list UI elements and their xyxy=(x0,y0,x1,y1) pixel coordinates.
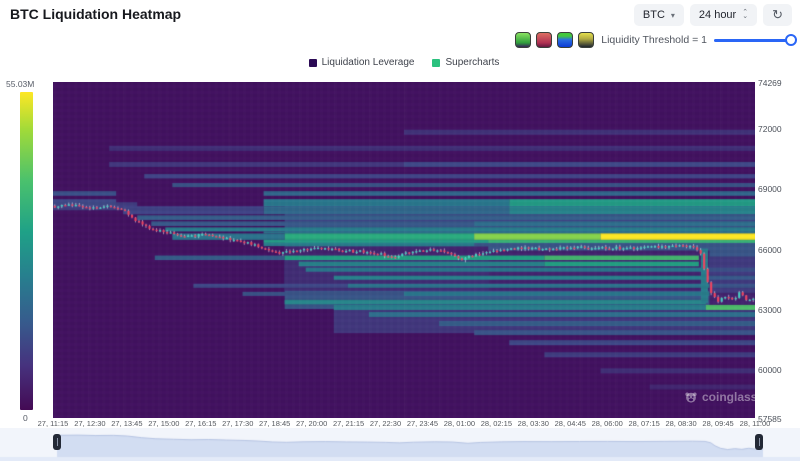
time-tick-label: 27, 21:15 xyxy=(332,419,365,428)
time-tick-label: 28, 09:45 xyxy=(702,419,734,428)
price-tick-label: 66000 xyxy=(758,244,782,255)
heatmap-canvas[interactable] xyxy=(53,82,755,418)
palette-red-button[interactable] xyxy=(536,32,553,48)
palette-yellow-button[interactable] xyxy=(578,32,595,48)
price-tick-label: 74269 xyxy=(758,78,782,88)
price-tick-label: 63000 xyxy=(758,304,782,315)
navigator-left-handle[interactable] xyxy=(53,434,61,450)
refresh-icon: ↻ xyxy=(772,7,783,22)
page-title: BTC Liquidation Heatmap xyxy=(10,6,182,22)
navigator-canvas[interactable] xyxy=(0,428,800,461)
legend-swatch-purple xyxy=(308,58,317,67)
time-tick-label: 28, 11:00 xyxy=(739,419,771,428)
price-tick-label: 72000 xyxy=(758,123,782,134)
legend-liquidation-leverage[interactable]: Liquidation Leverage xyxy=(308,57,415,68)
colorbar xyxy=(20,92,33,410)
colorbar-min-label: 0 xyxy=(23,413,28,423)
time-tick-label: 28, 04:45 xyxy=(554,419,586,428)
symbol-select-value: BTC xyxy=(642,9,665,21)
time-tick-label: 28, 02:15 xyxy=(480,419,512,428)
navigator-right-handle[interactable] xyxy=(755,434,763,450)
threshold-label: Liquidity Threshold = 1 xyxy=(601,34,707,46)
time-tick-label: 27, 15:00 xyxy=(148,419,180,428)
time-tick-label: 28, 08:30 xyxy=(665,419,697,428)
palette-blue-button[interactable] xyxy=(557,32,574,48)
interval-select[interactable]: 24 hour ⌃ ⌄ xyxy=(689,4,758,26)
refresh-button[interactable]: ↻ xyxy=(763,4,792,26)
time-tick-label: 28, 03:30 xyxy=(517,419,549,428)
spin-down-icon: ⌄ xyxy=(742,13,749,20)
threshold-toolbar: Liquidity Threshold = 1 xyxy=(515,32,797,48)
top-controls: BTC ▾ 24 hour ⌃ ⌄ ↻ xyxy=(633,4,792,26)
legend-supercharts[interactable]: Supercharts xyxy=(432,57,499,68)
price-tick-label: 60000 xyxy=(758,365,782,376)
time-tick-label: 27, 13:45 xyxy=(111,419,143,428)
colorbar-max-label: 55.03M xyxy=(6,79,35,89)
slider-track xyxy=(714,38,796,42)
legend-swatch-green xyxy=(432,58,441,67)
time-tick-label: 27, 16:15 xyxy=(185,419,217,428)
palette-green-button[interactable] xyxy=(515,32,532,48)
symbol-select[interactable]: BTC ▾ xyxy=(633,4,684,26)
time-tick-label: 27, 11:15 xyxy=(37,419,69,428)
time-tick-label: 28, 06:00 xyxy=(591,419,623,428)
time-tick-label: 27, 18:45 xyxy=(259,419,291,428)
time-tick-label: 28, 07:15 xyxy=(628,419,660,428)
chevron-down-icon: ▾ xyxy=(670,10,675,20)
spinner-icon: ⌃ ⌄ xyxy=(742,9,749,20)
legend-label: Supercharts xyxy=(445,57,500,68)
interval-select-value: 24 hour xyxy=(698,9,737,21)
price-tick-label: 57585 xyxy=(758,414,782,424)
time-tick-label: 27, 20:00 xyxy=(295,419,328,428)
time-tick-label: 27, 23:45 xyxy=(406,419,439,428)
slider-handle[interactable] xyxy=(785,34,797,46)
time-tick-label: 28, 01:00 xyxy=(443,419,476,428)
palette-swatches xyxy=(515,32,595,48)
time-axis: 27, 11:15 27, 12:30 27, 13:45 27, 15:00 27, … xyxy=(0,419,800,429)
chart-legend: Liquidation Leverage Supercharts xyxy=(53,57,755,68)
time-tick-label: 27, 12:30 xyxy=(74,419,106,428)
time-tick-label: 27, 22:30 xyxy=(369,419,402,428)
price-tick-label: 69000 xyxy=(758,184,782,195)
spin-up-icon: ⌃ xyxy=(742,9,749,16)
threshold-slider[interactable] xyxy=(714,33,797,47)
time-tick-label: 27, 17:30 xyxy=(222,419,254,428)
legend-label: Liquidation Leverage xyxy=(321,57,415,68)
